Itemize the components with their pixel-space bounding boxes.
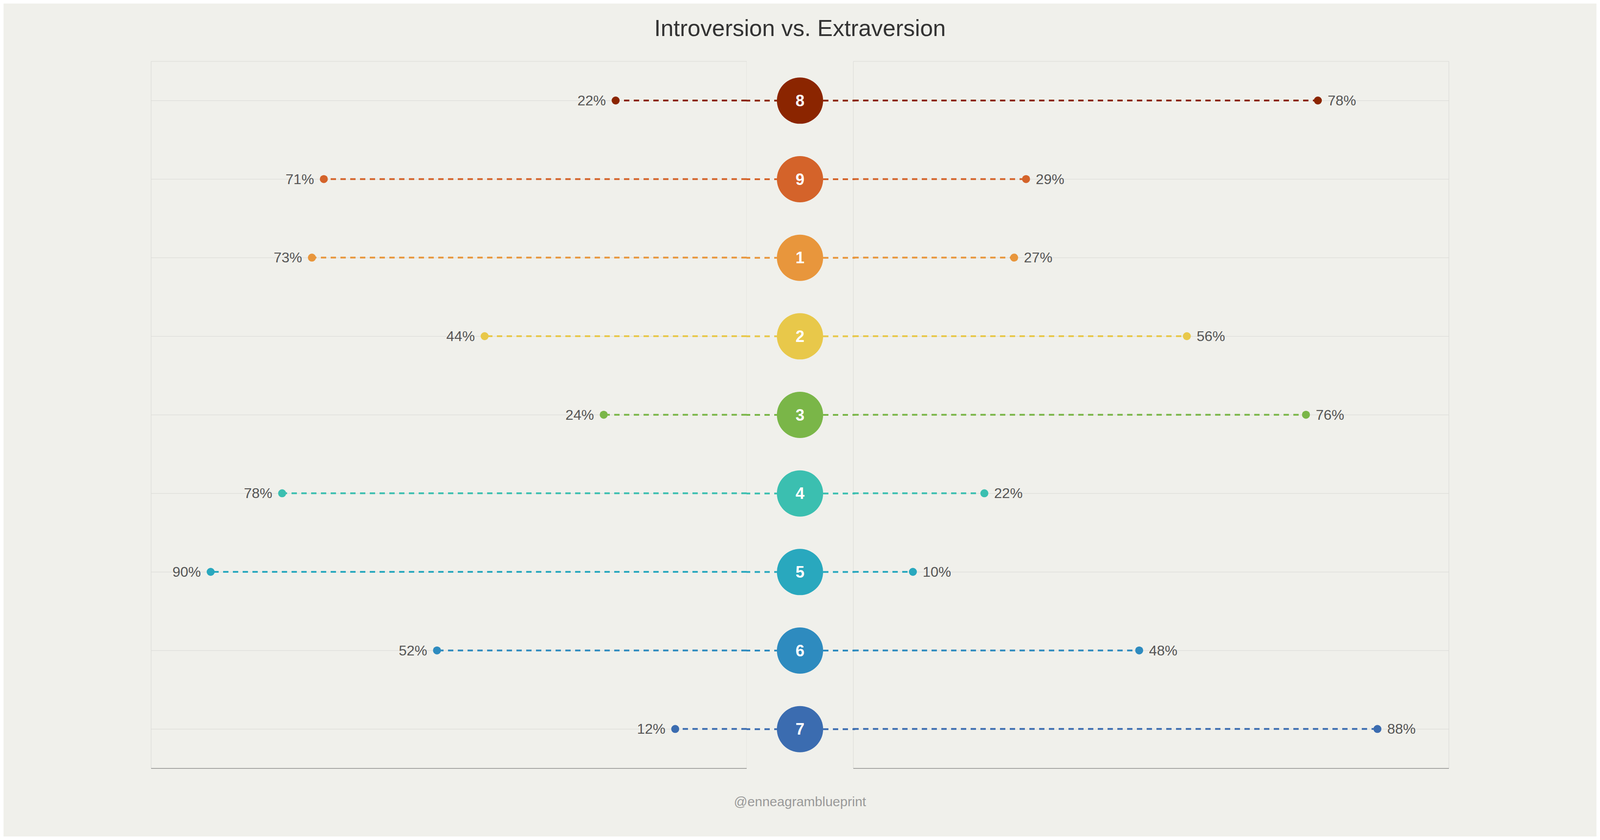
svg-text:22%: 22% (994, 484, 1023, 501)
svg-text:88%: 88% (1387, 720, 1416, 737)
svg-text:56%: 56% (1196, 328, 1225, 344)
svg-text:48%: 48% (1148, 642, 1178, 659)
svg-text:76%: 76% (1315, 406, 1344, 423)
svg-text:73%: 73% (273, 249, 303, 266)
svg-text:27%: 27% (1024, 249, 1053, 266)
svg-text:22%: 22% (577, 92, 606, 109)
svg-text:5: 5 (795, 562, 805, 581)
svg-text:78%: 78% (244, 484, 273, 501)
svg-text:12%: 12% (636, 720, 666, 737)
svg-text:3: 3 (795, 405, 805, 424)
svg-text:7: 7 (795, 719, 805, 738)
svg-text:29%: 29% (1036, 171, 1065, 188)
svg-text:9: 9 (795, 170, 805, 189)
svg-text:52%: 52% (398, 642, 428, 659)
html-text:Introversion vs. Extraversion: Introversion vs. Extraversion (654, 15, 946, 41)
svg-text:2: 2 (795, 327, 805, 346)
svg-text:24%: 24% (565, 406, 594, 423)
html-text:@enneagramblueprint: @enneagramblueprint (733, 793, 867, 809)
svg-text:71%: 71% (285, 171, 315, 188)
svg-text:4: 4 (795, 484, 805, 503)
svg-text:1: 1 (795, 248, 805, 267)
svg-text:44%: 44% (446, 328, 475, 344)
svg-text:6: 6 (795, 641, 805, 660)
svg-text:78%: 78% (1327, 92, 1356, 109)
svg-text:10%: 10% (922, 563, 952, 580)
svg-text:90%: 90% (172, 563, 201, 580)
svg-text:8: 8 (795, 91, 805, 110)
